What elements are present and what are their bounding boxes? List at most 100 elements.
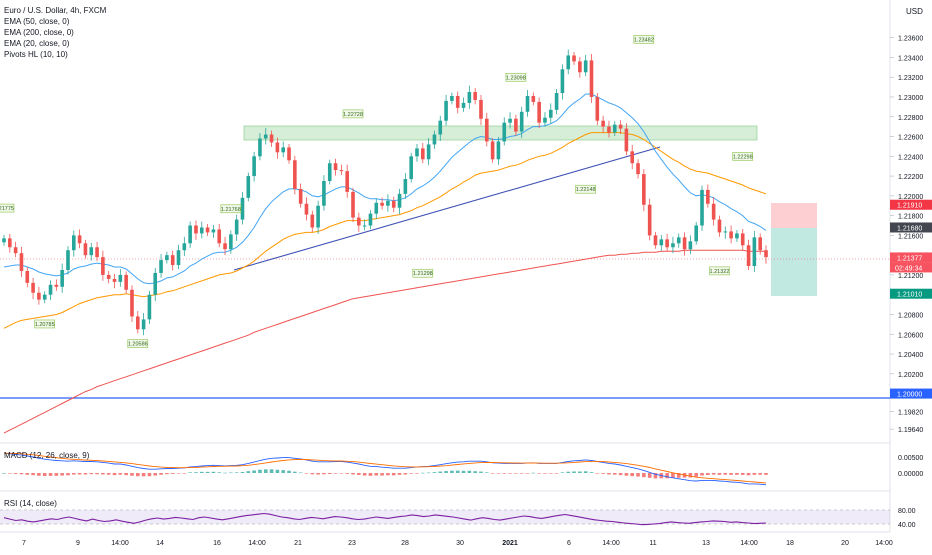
candle-body[interactable] bbox=[275, 142, 280, 153]
candle-body[interactable] bbox=[671, 243, 675, 248]
candle-body[interactable] bbox=[467, 92, 472, 103]
candle-body[interactable] bbox=[19, 253, 24, 271]
candle-body[interactable] bbox=[153, 272, 158, 295]
candle-body[interactable] bbox=[124, 274, 128, 290]
candle-body[interactable] bbox=[746, 245, 751, 267]
candle-body[interactable] bbox=[432, 134, 437, 145]
candle-body[interactable] bbox=[2, 238, 6, 243]
candle-body[interactable] bbox=[554, 93, 559, 110]
candle-body[interactable] bbox=[258, 138, 262, 157]
candle-body[interactable] bbox=[322, 181, 326, 206]
candle-body[interactable] bbox=[735, 233, 739, 239]
candle-body[interactable] bbox=[694, 225, 699, 242]
candle-body[interactable] bbox=[77, 235, 82, 244]
candle-body[interactable] bbox=[368, 213, 373, 226]
candle-body[interactable] bbox=[106, 274, 111, 279]
candle-body[interactable] bbox=[234, 219, 239, 235]
candle-body[interactable] bbox=[642, 174, 646, 205]
candle-body[interactable] bbox=[391, 200, 396, 208]
candle-body[interactable] bbox=[711, 203, 716, 220]
candle-body[interactable] bbox=[13, 247, 18, 254]
candle-body[interactable] bbox=[700, 189, 704, 226]
candle-body[interactable] bbox=[54, 284, 59, 287]
candle-body[interactable] bbox=[519, 111, 524, 132]
ema20-path[interactable] bbox=[3, 93, 767, 285]
candle-body[interactable] bbox=[490, 141, 495, 160]
candle-body[interactable] bbox=[223, 243, 227, 250]
candle-body[interactable] bbox=[397, 193, 402, 208]
candle-body[interactable] bbox=[304, 203, 309, 215]
candle-body[interactable] bbox=[484, 118, 489, 142]
candle-body[interactable] bbox=[130, 289, 134, 317]
macd-signal-line[interactable] bbox=[3, 452, 767, 484]
indicator-ema20[interactable]: EMA (20, close, 0) bbox=[4, 39, 70, 48]
candle-body[interactable] bbox=[101, 257, 105, 275]
candle-body[interactable] bbox=[374, 202, 379, 214]
candle-body[interactable] bbox=[659, 239, 664, 246]
candle-body[interactable] bbox=[665, 239, 669, 248]
candle-body[interactable] bbox=[217, 229, 222, 244]
candle-body[interactable] bbox=[25, 270, 30, 283]
candle-body[interactable] bbox=[240, 197, 245, 220]
candle-body[interactable] bbox=[601, 120, 605, 127]
candle-body[interactable] bbox=[112, 278, 117, 282]
candle-body[interactable] bbox=[147, 294, 152, 320]
candle-body[interactable] bbox=[386, 200, 390, 206]
candle-body[interactable] bbox=[339, 170, 344, 172]
indicator-pivots[interactable]: Pivots HL (10, 10) bbox=[4, 50, 68, 59]
candle-body[interactable] bbox=[548, 109, 553, 118]
resistance-zone[interactable] bbox=[243, 125, 758, 141]
candle-body[interactable] bbox=[37, 292, 41, 300]
candle-body[interactable] bbox=[415, 148, 419, 157]
candle-body[interactable] bbox=[496, 141, 501, 160]
candle-body[interactable] bbox=[758, 237, 762, 251]
indicator-ema50[interactable]: EMA (50, close, 0) bbox=[4, 17, 70, 26]
candle-body[interactable] bbox=[560, 69, 565, 94]
candle-body[interactable] bbox=[42, 294, 47, 300]
candle-body[interactable] bbox=[199, 227, 204, 234]
candle-body[interactable] bbox=[589, 60, 594, 97]
candle-body[interactable] bbox=[752, 237, 757, 267]
candle-body[interactable] bbox=[618, 124, 623, 129]
candle-body[interactable] bbox=[8, 238, 12, 248]
candle-body[interactable] bbox=[380, 202, 384, 206]
candle-body[interactable] bbox=[333, 163, 338, 171]
candle-body[interactable] bbox=[170, 255, 175, 266]
candle-body[interactable] bbox=[595, 96, 600, 121]
candle-body[interactable] bbox=[357, 217, 361, 226]
candle-body[interactable] bbox=[269, 134, 274, 143]
candle-body[interactable] bbox=[135, 316, 140, 330]
candle-body[interactable] bbox=[537, 101, 541, 123]
candle-body[interactable] bbox=[729, 231, 733, 239]
candle-body[interactable] bbox=[682, 237, 687, 250]
candle-body[interactable] bbox=[438, 120, 443, 135]
candle-body[interactable] bbox=[48, 284, 53, 295]
candle-body[interactable] bbox=[165, 255, 169, 261]
candle-body[interactable] bbox=[479, 99, 483, 119]
candle-body[interactable] bbox=[636, 163, 640, 175]
candle-body[interactable] bbox=[141, 319, 146, 330]
candle-body[interactable] bbox=[624, 128, 629, 152]
candle-body[interactable] bbox=[403, 179, 408, 194]
candle-body[interactable] bbox=[66, 250, 70, 270]
rsi-line[interactable] bbox=[3, 512, 767, 526]
candle-body[interactable] bbox=[293, 160, 297, 189]
candle-body[interactable] bbox=[740, 233, 745, 246]
candle-body[interactable] bbox=[723, 231, 728, 233]
candle-body[interactable] bbox=[351, 191, 355, 218]
candle-body[interactable] bbox=[607, 126, 611, 133]
candle-body[interactable] bbox=[525, 95, 530, 112]
candle-body[interactable] bbox=[421, 148, 425, 160]
candle-body[interactable] bbox=[473, 92, 477, 100]
candle-body[interactable] bbox=[31, 282, 35, 293]
candle-body[interactable] bbox=[676, 237, 681, 244]
candle-body[interactable] bbox=[71, 235, 76, 251]
candle-body[interactable] bbox=[316, 205, 320, 228]
candle-body[interactable] bbox=[578, 61, 582, 73]
candle-body[interactable] bbox=[327, 163, 332, 182]
candle-body[interactable] bbox=[281, 147, 286, 153]
candle-body[interactable] bbox=[764, 250, 768, 258]
candle-body[interactable] bbox=[176, 250, 181, 266]
candle-body[interactable] bbox=[211, 229, 216, 233]
